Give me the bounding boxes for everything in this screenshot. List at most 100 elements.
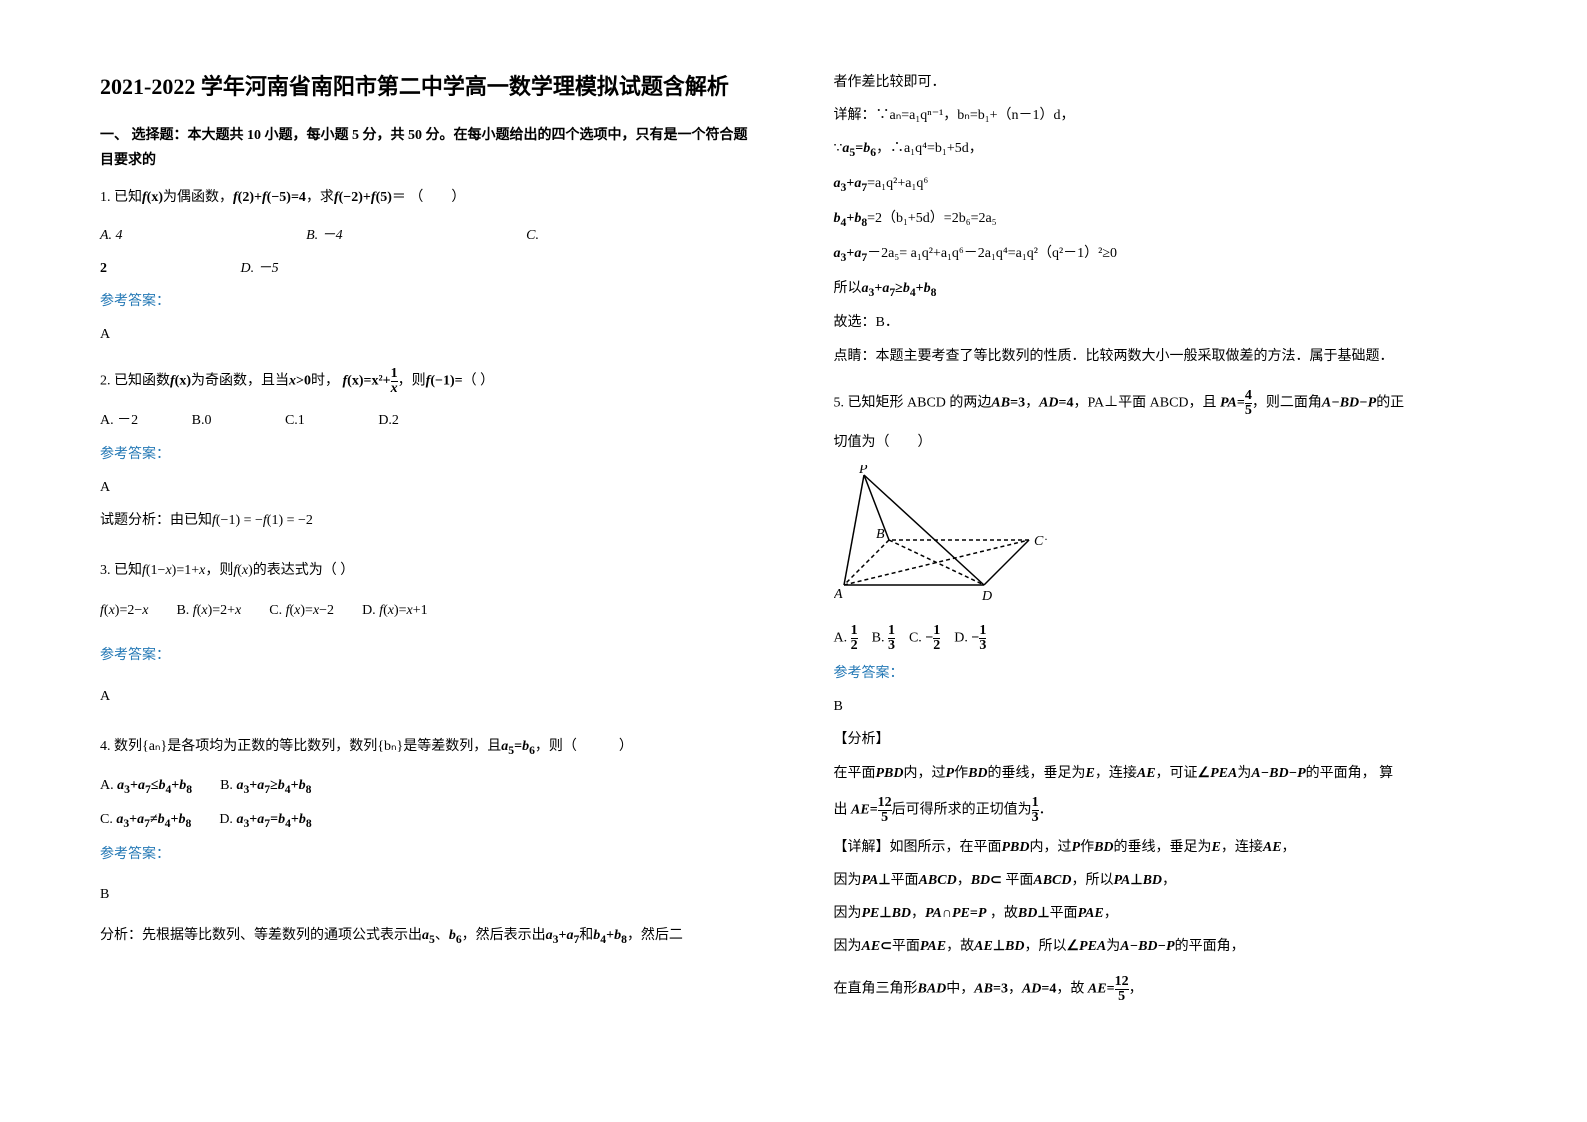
q5-al1-m: 内，过 bbox=[904, 766, 946, 781]
q5-d1-s: ，连接 bbox=[1221, 840, 1263, 855]
q5-analysis-line2: 出 AE=125后可得所求的正切值为13． bbox=[834, 796, 1488, 825]
q5-d2-p: 因为 bbox=[834, 873, 862, 888]
r-line4: a3+a7=a₁q²+a₁q⁶ bbox=[834, 171, 1488, 198]
q5-al2-s: 后可得所求的正切值为 bbox=[892, 803, 1032, 818]
q1-options: A. 4 B. －4 C. bbox=[100, 223, 754, 248]
q2-prefix: 2. 已知函数 bbox=[100, 374, 170, 389]
q2-optC: C.1 bbox=[285, 408, 305, 433]
q3-optC-label: C. bbox=[269, 603, 282, 618]
q3-answer: A bbox=[100, 684, 754, 709]
q5-end: 的正 bbox=[1376, 395, 1404, 410]
q1-options-2: 2 D. －5 bbox=[100, 256, 754, 281]
r-line4-suffix: =a₁q²+a₁q⁶ bbox=[867, 176, 928, 191]
q5-suffix: ，则二面角 bbox=[1252, 395, 1322, 410]
q2-optA: A. －2 bbox=[100, 408, 138, 433]
q5-d5-m3: ，故 bbox=[1056, 981, 1084, 996]
q2-answer-label: 参考答案： bbox=[100, 442, 754, 467]
q5-mid: ， bbox=[1025, 395, 1039, 410]
section-1-title: 一、 选择题：本大题共 10 小题，每小题 5 分，共 50 分。在每小题给出的… bbox=[100, 123, 754, 173]
svg-text:C: C bbox=[1034, 534, 1044, 549]
q4-options-2: C. a3+a7≠b4+b8 D. a3+a7=b4+b8 bbox=[100, 807, 754, 834]
q4-optB-label: B. bbox=[220, 778, 233, 793]
q5-d1-e: ， bbox=[1282, 840, 1296, 855]
q5-al1-m5: ，可证 bbox=[1156, 766, 1198, 781]
q5-al1-s: 的平面角， 算 bbox=[1306, 766, 1394, 781]
q5-d2-m3: 平面 bbox=[1002, 873, 1034, 888]
q5-prefix: 5. 已知矩形 ABCD 的两边 bbox=[834, 395, 992, 410]
q5-d1-m: 内，过 bbox=[1030, 840, 1072, 855]
r-line7: 所以a3+a7≥b4+b8 bbox=[834, 276, 1488, 303]
question-1: 1. 已知f(x)为偶函数，f(2)+f(−5)=4，求f(−2)+f(5)＝ … bbox=[100, 185, 754, 210]
q2-end: （ ） bbox=[463, 374, 495, 389]
q5-d2-s: ，所以 bbox=[1072, 873, 1114, 888]
q5-diagram: P A B C D · bbox=[834, 465, 1488, 614]
q1-optC: C. bbox=[526, 228, 539, 243]
q5-d3-m3: 平面 bbox=[1050, 906, 1078, 921]
q4-an-mid2: ，然后表示出 bbox=[462, 928, 546, 943]
question-5: 5. 已知矩形 ABCD 的两边AB=3，AD=4，PA⊥平面 ABCD，且 P… bbox=[834, 389, 1488, 418]
q4-an-mid: 、 bbox=[435, 928, 449, 943]
document-title: 2021-2022 学年河南省南阳市第二中学高一数学理模拟试题含解析 bbox=[100, 70, 754, 103]
q5-d3-m: ， bbox=[911, 906, 925, 921]
r-line6-suffix: －2a₅= a₁q²+a₁q⁶－2a₁q⁴=a₁q²（q²－1）²≥0 bbox=[867, 246, 1117, 261]
q4-options-1: A. a3+a7≤b4+b8 B. a3+a7≥b4+b8 bbox=[100, 773, 754, 800]
q5-d5-p: 在直角三角形 bbox=[834, 981, 918, 996]
q5-al1-m2: 作 bbox=[954, 766, 968, 781]
q1-answer: A bbox=[100, 322, 754, 347]
q5-detail-5: 在直角三角形BAD中，AB=3，AD=4，故 AE=125， bbox=[834, 975, 1488, 1004]
q5-optB-label: B. bbox=[872, 631, 885, 646]
q1-mid: 为偶函数， bbox=[163, 190, 233, 205]
question-4: 4. 数列{aₙ}是各项均为正数的等比数列，数列{bₙ}是等差数列，且a5=b6… bbox=[100, 734, 754, 761]
q5-answer-label: 参考答案： bbox=[834, 661, 1488, 686]
q3-optD-label: D. bbox=[362, 603, 376, 618]
r-line1: 者作差比较即可． bbox=[834, 70, 1488, 95]
q5-d4-m3: ，所以 bbox=[1024, 939, 1066, 954]
q4-answer-label: 参考答案： bbox=[100, 842, 754, 867]
right-column: 者作差比较即可． 详解：∵aₙ=a₁qⁿ⁻¹，bₙ=b₁+（n－1）d， ∵a5… bbox=[794, 0, 1587, 1122]
r-line2: 详解：∵aₙ=a₁qⁿ⁻¹，bₙ=b₁+（n－1）d， bbox=[834, 103, 1488, 128]
q5-d4-s: 的平面角， bbox=[1175, 939, 1245, 954]
q2-mid: 为奇函数，且当 bbox=[191, 374, 289, 389]
q1-prefix: 1. 已知 bbox=[100, 190, 142, 205]
q1-opt2: 2 bbox=[100, 261, 107, 276]
r-line7-prefix: 所以 bbox=[834, 281, 862, 296]
q5-mid2: ，PA⊥平面 ABCD，且 bbox=[1074, 395, 1217, 410]
q5-d5-s: ， bbox=[1129, 981, 1143, 996]
q4-optA-label: A. bbox=[100, 778, 114, 793]
q5-al1-m6: 为 bbox=[1237, 766, 1251, 781]
q2-optD: D.2 bbox=[378, 408, 399, 433]
svg-text:B: B bbox=[876, 527, 885, 542]
q1-optA: A. 4 bbox=[100, 228, 123, 243]
q1-answer-label: 参考答案： bbox=[100, 289, 754, 314]
q5-optA-label: A. bbox=[834, 631, 848, 646]
q5-detail-2: 因为PA⊥平面ABCD，BD⊂ 平面ABCD，所以PA⊥BD， bbox=[834, 868, 1488, 893]
q5-d1-m2: 作 bbox=[1080, 840, 1094, 855]
q5-detail-4: 因为AE⊂平面PAE，故AE⊥BD，所以∠PEA为A−BD−P的平面角， bbox=[834, 934, 1488, 959]
q3-optB-label: B. bbox=[176, 603, 189, 618]
q1-optB: B. －4 bbox=[306, 228, 343, 243]
q5-answer: B bbox=[834, 694, 1488, 719]
q4-optD-label: D. bbox=[219, 812, 233, 827]
q5-detail-1: 【详解】如图所示，在平面PBD内，过P作BD的垂线，垂足为E，连接AE， bbox=[834, 835, 1488, 860]
q1-optD: D. －5 bbox=[241, 261, 279, 276]
q5-d4-p: 因为 bbox=[834, 939, 862, 954]
q5-line2: 切值为（ ） bbox=[834, 430, 1488, 455]
q5-options: A. 12 B. 13 C. −12 D. −13 bbox=[834, 624, 1488, 653]
q4-analysis: 分析：先根据等比数列、等差数列的通项公式表示出a5、b6，然后表示出a3+a7和… bbox=[100, 923, 754, 950]
q5-d3-s: ， bbox=[1104, 906, 1118, 921]
q2-answer: A bbox=[100, 475, 754, 500]
r-line8: 故选：B． bbox=[834, 310, 1488, 335]
q1-suffix: ＝ （ ） bbox=[392, 190, 466, 205]
q3-options: f(x)=2−x B. f(x)=2+x C. f(x)=x−2 D. f(x)… bbox=[100, 598, 754, 623]
q5-d4-m2: ，故 bbox=[946, 939, 974, 954]
q4-answer: B bbox=[100, 882, 754, 907]
q5-optC-label: C. bbox=[909, 631, 922, 646]
q5-dt: 【详解】如图所示，在平面 bbox=[834, 840, 1002, 855]
q4-prefix: 4. 数列{aₙ}是各项均为正数的等比数列，数列{bₙ}是等差数列，且 bbox=[100, 739, 501, 754]
q4-an-prefix: 分析：先根据等比数列、等差数列的通项公式表示出 bbox=[100, 928, 422, 943]
q3-answer-label: 参考答案： bbox=[100, 643, 754, 668]
r-line3-suffix: ，∴a₁q⁴=b₁+5d， bbox=[876, 141, 983, 156]
q5-d2-e: ， bbox=[1162, 873, 1176, 888]
q5-detail-3: 因为PE⊥BD，PA∩PE=P ，故BD⊥平面PAE， bbox=[834, 901, 1488, 926]
q5-d2-m2: ， bbox=[957, 873, 971, 888]
